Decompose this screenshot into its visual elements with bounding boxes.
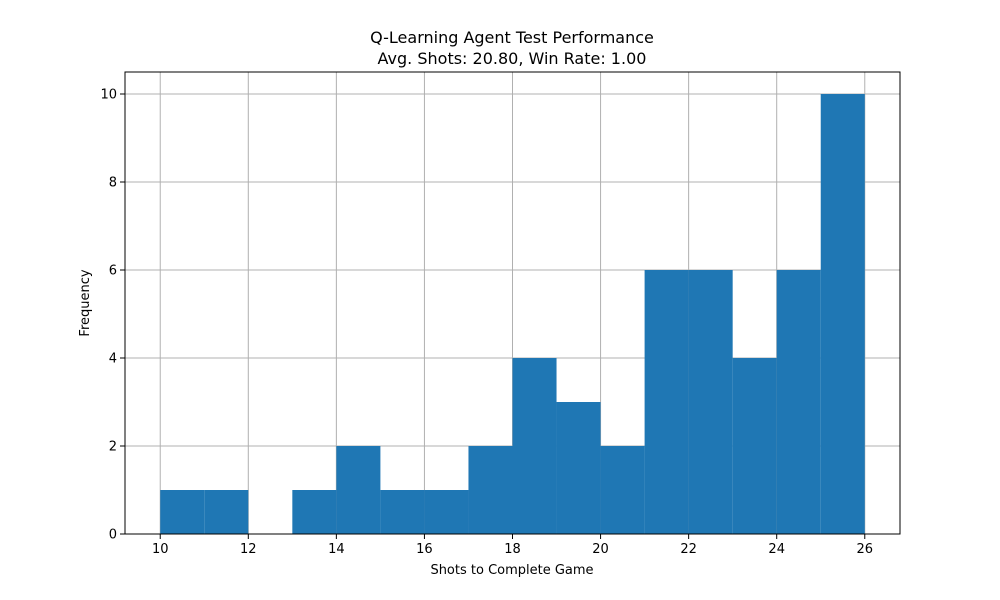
x-tick-label: 18 (504, 542, 521, 557)
x-axis-label: Shots to Complete Game (430, 563, 593, 578)
x-tick-label: 12 (240, 542, 257, 557)
x-tick-label: 14 (328, 542, 345, 557)
x-tick-label: 10 (152, 542, 169, 557)
histogram-bar (292, 490, 337, 534)
y-tick-label: 6 (109, 264, 117, 279)
y-tick-label: 8 (109, 176, 117, 191)
chart-subtitle: Avg. Shots: 20.80, Win Rate: 1.00 (378, 49, 647, 68)
x-tick-label: 22 (680, 542, 697, 557)
histogram-bar (776, 270, 821, 534)
histogram-bar (468, 446, 513, 534)
bars-layer (160, 94, 865, 534)
y-axis-label: Frequency (78, 269, 93, 336)
histogram-bar (732, 358, 777, 534)
histogram-bar (204, 490, 249, 534)
histogram-bar (820, 94, 865, 534)
histogram-bar (380, 490, 425, 534)
x-tick-label: 24 (768, 542, 785, 557)
histogram-bar (336, 446, 381, 534)
chart-title: Q-Learning Agent Test Performance (370, 28, 654, 47)
x-tick-label: 26 (856, 542, 873, 557)
histogram-bar (688, 270, 733, 534)
histogram-bar (644, 270, 689, 534)
histogram-bar (600, 446, 645, 534)
histogram-bar (160, 490, 205, 534)
histogram-bar (512, 358, 557, 534)
histogram-bar (556, 402, 601, 534)
x-tick-label: 16 (416, 542, 433, 557)
x-tick-label: 20 (592, 542, 609, 557)
y-tick-label: 2 (109, 440, 117, 455)
histogram-bar (424, 490, 469, 534)
y-tick-label: 4 (109, 352, 117, 367)
y-tick-label: 0 (109, 528, 117, 543)
x-axis-ticks: 10 12 14 16 18 20 22 24 26 (152, 534, 873, 557)
y-tick-label: 10 (100, 88, 117, 103)
y-axis-ticks: 0 2 4 6 8 10 (100, 88, 125, 543)
